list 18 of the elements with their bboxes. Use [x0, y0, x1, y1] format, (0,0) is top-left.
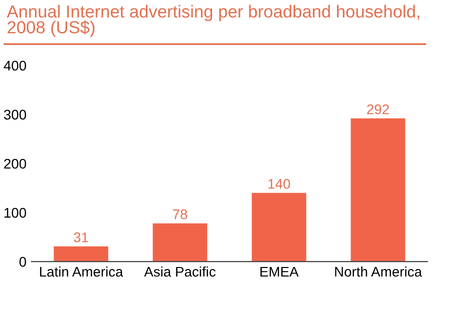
x-tick-label: Asia Pacific: [144, 266, 216, 277]
bar: [54, 246, 108, 262]
x-tick-label: Latin America: [40, 266, 124, 277]
y-tick-label: 100: [4, 208, 26, 218]
bar: [350, 118, 406, 262]
x-tick-label: EMEA: [260, 266, 299, 277]
data-label: 78: [172, 209, 188, 220]
y-tick-label: 0: [19, 256, 26, 267]
y-tick-label: 200: [4, 158, 26, 169]
data-label: 292: [367, 104, 389, 114]
chart-title: Annual Internet advertising per broadband household, 2008 (US$): [6, 4, 420, 37]
bar: [152, 223, 208, 262]
y-tick-label: 400: [4, 60, 26, 71]
y-tick-label: 300: [4, 110, 26, 120]
data-label: 31: [74, 232, 88, 242]
data-label: 140: [268, 178, 290, 189]
x-tick-label: North America: [335, 266, 422, 277]
bar: [252, 192, 306, 262]
